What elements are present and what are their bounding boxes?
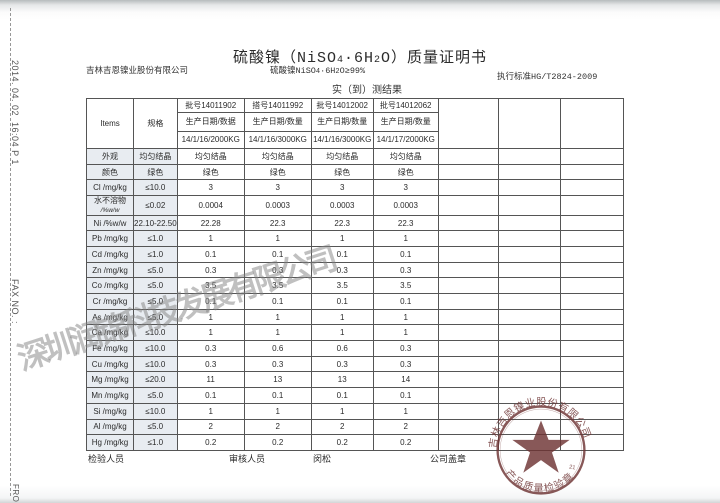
svg-text:产品质量检验章: 产品质量检验章 <box>503 467 577 495</box>
svg-text:21: 21 <box>569 465 576 472</box>
